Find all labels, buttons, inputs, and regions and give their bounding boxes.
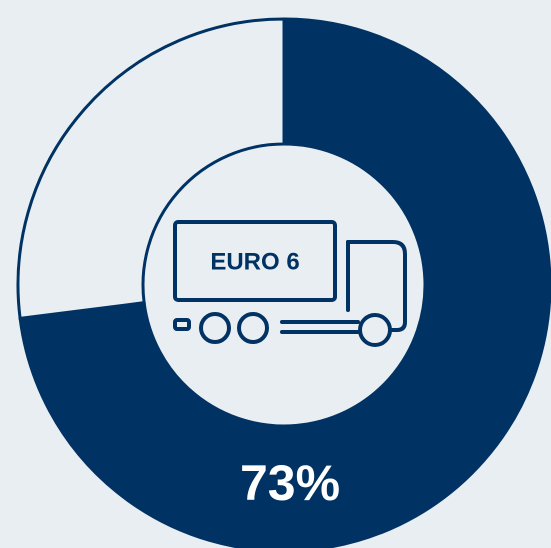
truck-icon: EURO 6 (173, 220, 407, 347)
value-labels: 73% (240, 455, 340, 511)
donut-ring (16, 17, 551, 548)
truck-wheel (358, 313, 392, 347)
truck-box (173, 220, 337, 302)
truck-wheel (237, 312, 269, 344)
value-label: 73% (240, 455, 340, 511)
truck-chassis (280, 320, 360, 334)
donut-segment (16, 17, 286, 321)
truck-wheel (199, 312, 231, 344)
truck-bumper (173, 318, 191, 331)
center-label: EURO 6 (210, 248, 299, 275)
donut-segment (18, 17, 551, 548)
truck-cab (346, 240, 407, 332)
